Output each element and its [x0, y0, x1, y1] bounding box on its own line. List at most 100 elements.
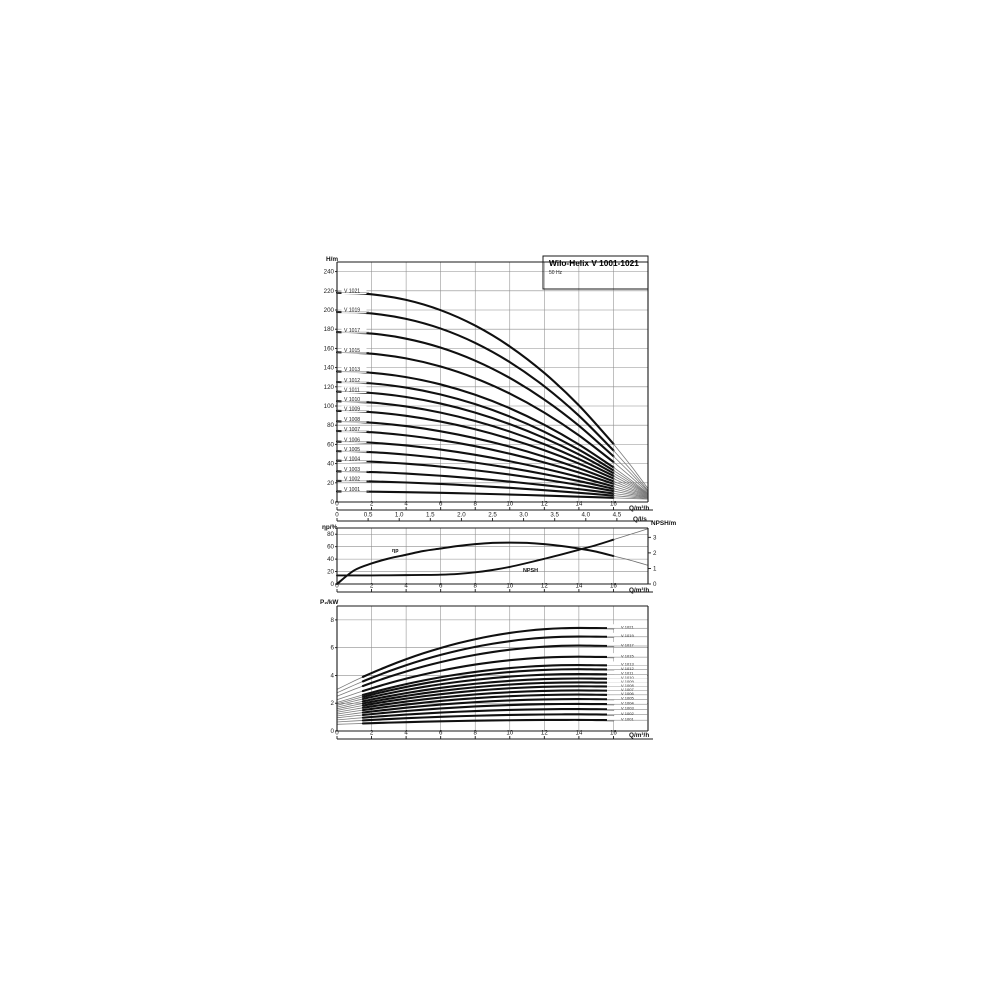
power-curve-lead-V1010: [336, 700, 364, 708]
head-curve-V1002: [335, 479, 615, 497]
power-x-tick-label: 8: [473, 730, 477, 737]
npsh-y-tick-label: 2: [653, 550, 657, 557]
head-x-tick-label: 12: [541, 501, 548, 508]
power-y-axis-title: P₂/kW: [320, 599, 339, 606]
efficiency-curve-tail: [613, 555, 649, 566]
power-series-label-plate: [607, 695, 647, 700]
power-series-label: V 1004: [621, 700, 634, 705]
head-series-label-plate: [341, 405, 367, 413]
head-curve-tail-V1021: [613, 443, 649, 489]
power-curve-V1001: [361, 718, 615, 725]
head-series-label-plate: [341, 327, 367, 334]
power-curve-V1013: [361, 663, 615, 696]
npsh-y-tick-label: 0: [653, 581, 657, 588]
power-y-tick-label: 0: [331, 728, 335, 735]
head-curve-V1010: [335, 400, 615, 477]
power-chart-curves: [336, 626, 615, 725]
head-y-tick-label: 160: [324, 345, 335, 352]
head-series-label-plate: [341, 306, 367, 314]
head-series-label: V 1013: [344, 367, 360, 373]
eff-x-tick-label: 0: [335, 583, 339, 590]
head-x2-tick-label: 1.0: [395, 512, 404, 519]
power-curve-V1005: [361, 698, 615, 714]
head-x2-tick-label: 2.5: [488, 512, 497, 519]
head-series-label: V 1009: [344, 407, 360, 413]
power-series-label: V 1012: [621, 666, 634, 671]
eff-x-tick-label: 8: [473, 583, 477, 590]
head-series-label-plate: [341, 455, 367, 463]
npsh-y-axis-title: NPSH/m: [651, 520, 677, 527]
power-curve-V1007: [361, 689, 615, 709]
head-series-label: V 1019: [344, 308, 360, 314]
power-series-label-plate: [607, 705, 647, 710]
power-series-label-plate: [607, 682, 647, 688]
head-series-label-plate: [341, 396, 367, 403]
eff-x-tick-label: 4: [404, 583, 408, 590]
power-series-label: V 1009: [621, 679, 634, 684]
head-curve-V1004: [335, 459, 615, 493]
head-x-tick-label: 6: [439, 501, 443, 508]
power-x-tick-label: 12: [541, 730, 548, 737]
head-curve-tail-V1010: [613, 475, 649, 496]
power-series-label-plate: [607, 678, 647, 684]
power-series-label: V 1003: [621, 706, 634, 711]
power-curve-lead-V1005: [336, 712, 363, 717]
head-y-tick-label: 20: [327, 480, 334, 487]
eff-x-tick-label: 12: [541, 583, 548, 590]
head-chart-curves: [335, 291, 649, 500]
head-chart-series-labels: V 1021 V 1019 V 1017 V 1015 V 1013 V 1012 V 10…: [337, 287, 369, 493]
head-series-label: V 1003: [344, 467, 360, 473]
head-curve-tail-V1008: [613, 480, 649, 497]
head-curve-V1019: [335, 310, 615, 452]
head-x2-tick-label: 0: [335, 512, 339, 519]
head-series-label: V 1001: [344, 487, 360, 493]
head-y-tick-label: 220: [324, 288, 335, 295]
power-curve-lead-V1011: [336, 698, 364, 706]
power-curve-lead-V1017: [336, 685, 364, 697]
title-block-frame: [542, 255, 649, 290]
title-block-title: Wilo-Helix V 1001-1021: [549, 258, 639, 268]
power-series-label-plate: [607, 661, 647, 667]
head-curve-tail-V1001: [613, 497, 649, 500]
power-curve-lead-V1012: [336, 696, 364, 705]
power-curve-lead-V1006: [336, 709, 363, 715]
power-series-label: V 1010: [621, 675, 634, 680]
head-curve-V1011: [335, 390, 615, 475]
power-x-tick-label: 2: [370, 730, 374, 737]
power-series-label-plate: [607, 710, 647, 716]
eff-x-tick-label: 10: [506, 583, 513, 590]
eff-y-tick-label: 0: [331, 581, 335, 588]
power-curve-lead-V1019: [336, 681, 364, 694]
head-y-tick-label: 0: [331, 499, 335, 506]
eff-y-tick-label: 20: [327, 569, 334, 576]
npsh-curve: [336, 538, 615, 577]
head-series-label: V 1011: [344, 387, 360, 393]
power-series-label-plate: [607, 670, 647, 675]
head-series-label-plate: [341, 347, 367, 354]
power-curve-lead-V1009: [336, 703, 363, 710]
head-y-tick-label: 240: [324, 269, 335, 276]
head-x2-tick-label: 4.0: [581, 512, 590, 519]
head-x-tick-label: 8: [473, 501, 477, 508]
head-y-tick-label: 40: [327, 461, 334, 468]
power-curve-V1021: [361, 626, 615, 678]
head-x-axis-title: Q/m³/h: [629, 505, 649, 512]
npsh-y-tick-label: 1: [653, 565, 657, 572]
head-y-tick-label: 100: [324, 403, 335, 410]
power-curve-lead-V1007: [336, 707, 363, 713]
head-series-label: V 1007: [344, 427, 360, 433]
head-series-label: V 1002: [344, 477, 360, 483]
head-series-label: V 1008: [344, 417, 360, 423]
head-curve-V1005: [335, 450, 615, 490]
npsh-y-tick-label: 3: [653, 534, 657, 541]
head-curve-tail-V1003: [613, 493, 649, 499]
power-series-label: V 1005: [621, 696, 634, 701]
title-block: Wilo-Helix V 1001-1021 50 Hz: [542, 255, 649, 290]
power-curve-lead-V1015: [336, 690, 364, 701]
head-x-tick-label: 2: [370, 501, 374, 508]
